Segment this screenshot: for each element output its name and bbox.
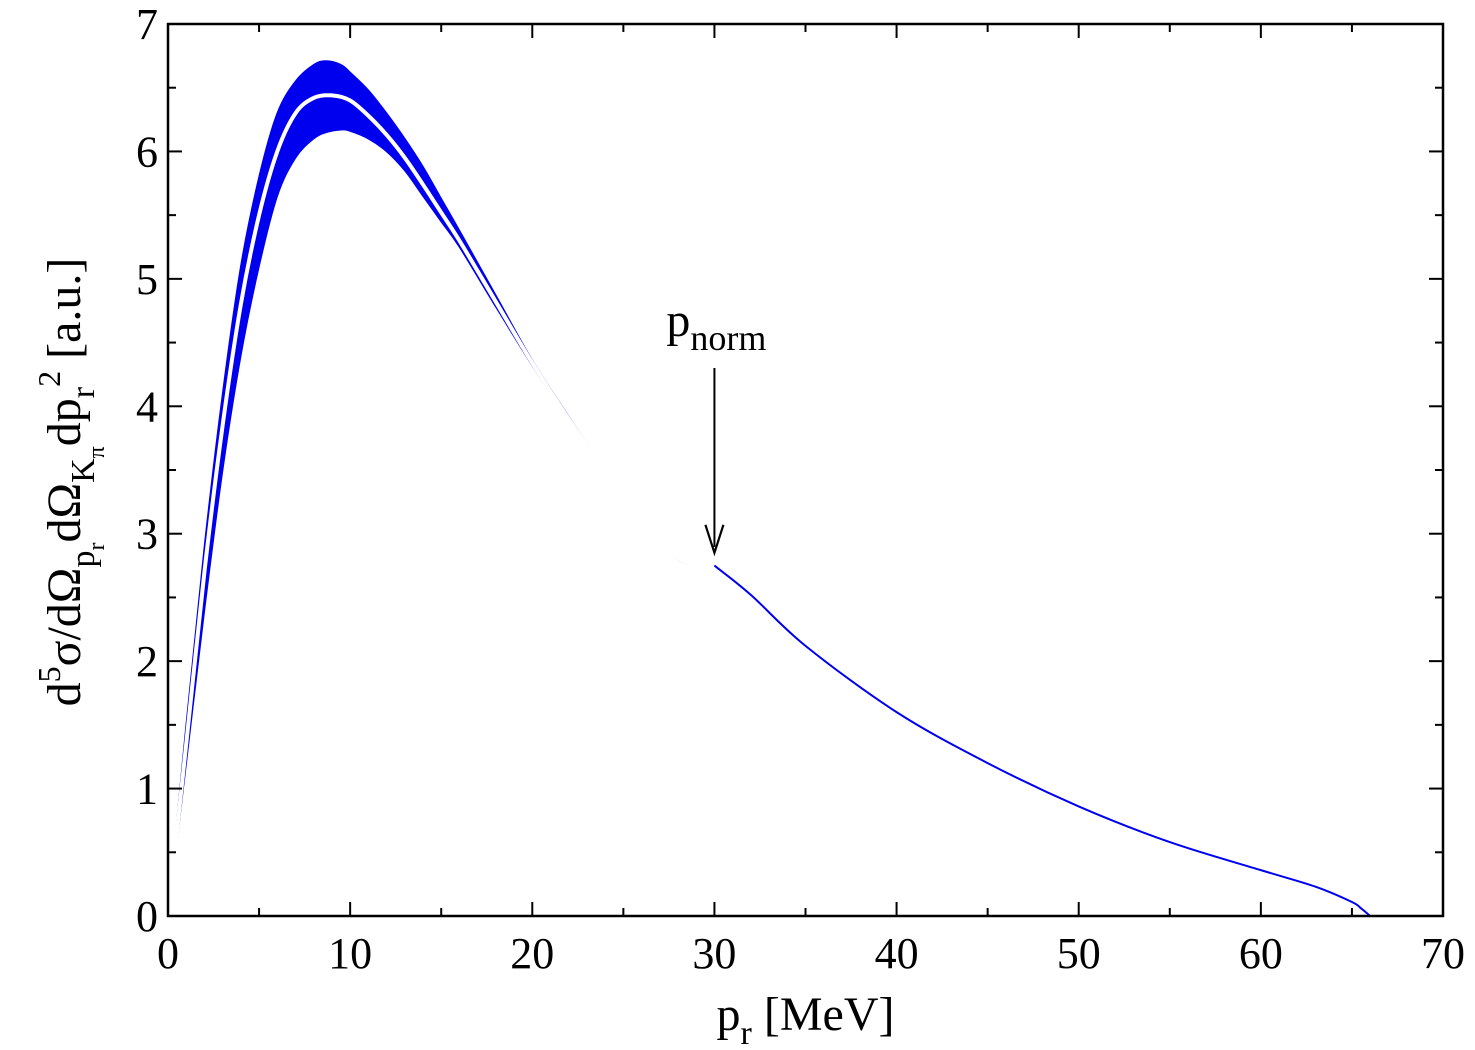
central-curve [166,93,715,917]
y-axis-title: d5σ/dΩprdΩKπdpr2 [a.u.] [31,258,110,707]
x-tick-label: 10 [328,929,372,978]
x-tick-label: 40 [875,929,919,978]
annotation-label-base: p [666,294,690,347]
y-tick-label: 3 [136,510,158,559]
y-title-part: 5 [31,666,67,682]
x-title-sub: r [741,1015,753,1050]
x-tick-label: 50 [1057,929,1101,978]
y-title-part: σ/dΩ [38,568,91,667]
x-title-base: p [717,988,741,1041]
y-tick-label: 2 [136,637,158,686]
x-tick-label: 60 [1239,929,1283,978]
y-tick-label: 5 [136,255,158,304]
y-tick-label: 1 [136,765,158,814]
tail-curve [713,564,1371,917]
tick-labels: 0 10 20 30 40 50 60 70 0 1 2 3 4 5 6 7 [136,0,1465,978]
y-title-part: r [84,543,110,551]
y-tick-label: 7 [136,0,158,49]
y-title-part: dp [38,398,91,446]
y-title-part: [a.u.] [38,258,91,371]
y-title-part: 2 [31,371,67,387]
annotation-label: pnorm [666,294,766,358]
axis-ticks [167,23,1444,917]
y-title-part: r [65,386,102,398]
plot-frame [166,22,1445,918]
y-title-part: π [84,446,110,458]
y-title-part: p [65,551,102,568]
y-title-part: d [38,682,91,706]
uncertainty-band [167,60,715,917]
y-tick-label: 0 [136,892,158,941]
annotation-p-norm: pnorm [666,294,766,557]
arrow-head [704,524,725,557]
annotation-label-sub: norm [690,318,766,358]
y-tick-label: 4 [136,382,158,431]
y-title-part: dΩ [38,483,91,543]
y-title-part: K [65,458,102,483]
x-tick-label: 0 [157,929,179,978]
y-tick-label: 6 [136,127,158,176]
x-axis-title: pr [MeV] [717,988,895,1050]
x-tick-label: 70 [1421,929,1465,978]
x-tick-label: 30 [692,929,736,978]
plot-area [166,60,1371,917]
x-title-rest: [MeV] [752,988,895,1041]
x-tick-label: 20 [510,929,554,978]
